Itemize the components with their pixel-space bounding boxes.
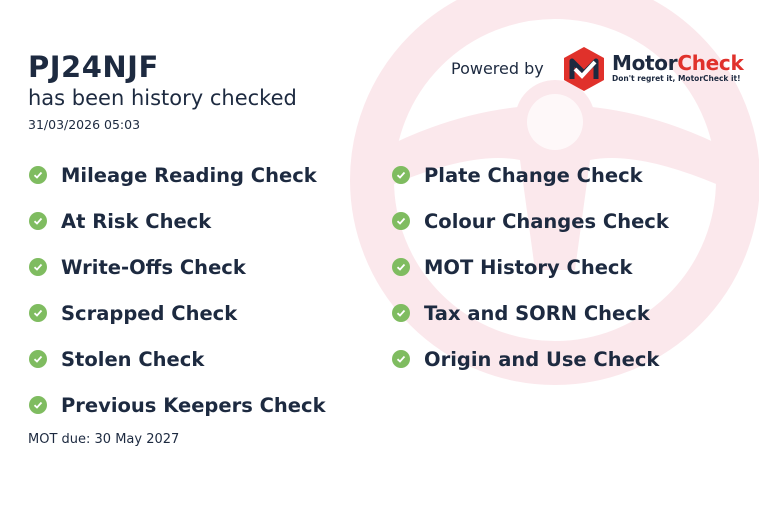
check-label: Write-Offs Check <box>61 255 246 279</box>
check-circle-icon <box>392 166 410 184</box>
check-label: Stolen Check <box>61 347 205 371</box>
check-label: Colour Changes Check <box>424 209 669 233</box>
check-label: Previous Keepers Check <box>61 393 326 417</box>
motorcheck-logo-icon <box>564 47 604 91</box>
check-label: Plate Change Check <box>424 163 643 187</box>
check-circle-icon <box>29 258 47 276</box>
check-circle-icon <box>392 304 410 322</box>
check-item: Plate Change Check <box>392 152 669 198</box>
check-item: Tax and SORN Check <box>392 290 669 336</box>
check-label: Mileage Reading Check <box>61 163 317 187</box>
checked-timestamp: 31/03/2026 05:03 <box>28 117 141 132</box>
check-circle-icon <box>29 396 47 414</box>
check-circle-icon <box>29 166 47 184</box>
check-label: MOT History Check <box>424 255 633 279</box>
check-circle-icon <box>29 212 47 230</box>
brand-check: Check <box>677 51 744 75</box>
check-circle-icon <box>29 350 47 368</box>
powered-by-label: Powered by <box>451 59 544 78</box>
brand-name: MotorCheck <box>612 51 744 75</box>
check-item: Write-Offs Check <box>29 244 326 290</box>
check-item: Previous Keepers Check <box>29 382 326 428</box>
checks-right-column: Plate Change Check Colour Changes Check MO… <box>392 152 669 382</box>
check-label: Scrapped Check <box>61 301 238 325</box>
check-label: Origin and Use Check <box>424 347 660 371</box>
check-circle-icon <box>392 212 410 230</box>
check-item: MOT History Check <box>392 244 669 290</box>
checks-left-column: Mileage Reading Check At Risk Check Write-… <box>29 152 326 428</box>
check-item: At Risk Check <box>29 198 326 244</box>
check-label: At Risk Check <box>61 209 212 233</box>
brand-motor: Motor <box>612 51 678 75</box>
check-item: Origin and Use Check <box>392 336 669 382</box>
check-label: Tax and SORN Check <box>424 301 650 325</box>
check-circle-icon <box>392 350 410 368</box>
status-heading: has been history checked <box>28 86 297 110</box>
registration-plate: PJ24NJF <box>28 50 159 84</box>
brand-tagline: Don't regret it, MotorCheck it! <box>612 74 741 83</box>
check-circle-icon <box>29 304 47 322</box>
check-circle-icon <box>392 258 410 276</box>
check-item: Scrapped Check <box>29 290 326 336</box>
check-item: Colour Changes Check <box>392 198 669 244</box>
check-item: Mileage Reading Check <box>29 152 326 198</box>
mot-due: MOT due: 30 May 2027 <box>28 432 180 447</box>
check-item: Stolen Check <box>29 336 326 382</box>
